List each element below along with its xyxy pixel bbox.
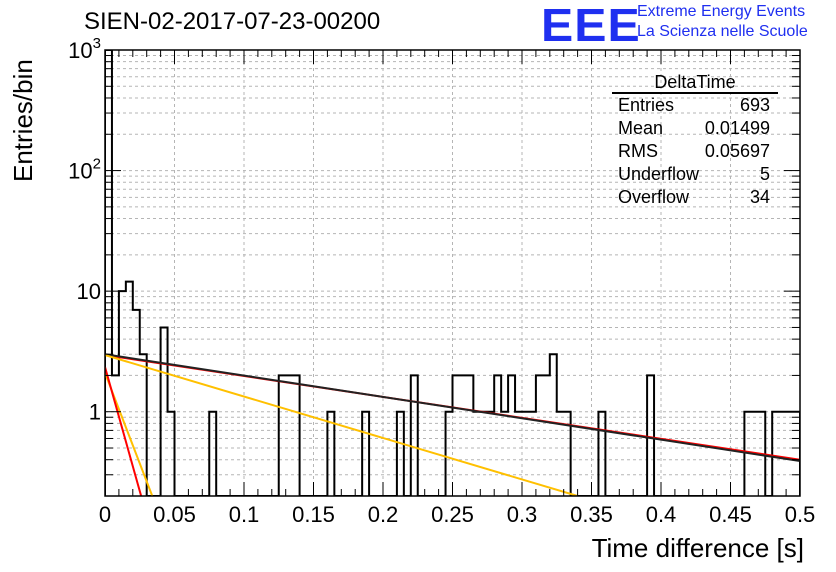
stats-row-overflow: Overflow 34 xyxy=(612,186,778,209)
stats-label: Underflow xyxy=(618,164,700,184)
x-tick-label: 0.25 xyxy=(431,502,474,527)
x-tick-label: 0 xyxy=(99,502,111,527)
plot-title: SIEN-02-2017-07-23-00200 xyxy=(84,8,381,35)
stats-value: 34 xyxy=(749,187,770,207)
y-axis-label: Entries/bin xyxy=(8,59,38,182)
stats-row-mean: Mean 0.01499 xyxy=(612,117,778,140)
stats-box: DeltaTime Entries 693 Mean 0.01499 RMS 0.05… xyxy=(612,72,778,209)
stats-value: 0.01499 xyxy=(704,118,770,138)
x-axis-label: Time difference [s] xyxy=(591,533,804,563)
x-tick-label: 0.3 xyxy=(507,502,538,527)
y-tick-label: 1 xyxy=(89,400,101,425)
logo-line-1: Extreme Energy Events xyxy=(637,3,806,20)
fit-curve xyxy=(105,366,143,496)
eee-logo: EEE xyxy=(541,0,641,51)
stats-value: 693 xyxy=(739,95,770,115)
stats-label: Mean xyxy=(618,118,664,138)
logo-line-2: La Scienza nelle Scuole xyxy=(637,23,808,40)
stats-title: DeltaTime xyxy=(612,72,778,94)
histogram-outline xyxy=(105,50,800,496)
x-tick-label: 0.4 xyxy=(646,502,677,527)
x-tick-label: 0.5 xyxy=(785,502,816,527)
fit-curve xyxy=(105,354,578,496)
x-tick-label: 0.45 xyxy=(709,502,752,527)
stats-row-entries: Entries 693 xyxy=(612,94,778,117)
x-tick-label: 0.05 xyxy=(153,502,196,527)
y-tick-label: 102 xyxy=(68,156,101,184)
x-tick-label: 0.35 xyxy=(570,502,613,527)
stats-value: 0.05697 xyxy=(704,141,770,161)
fit-curve xyxy=(105,353,800,463)
stats-row-underflow: Underflow 5 xyxy=(612,163,778,186)
x-tick-label: 0.15 xyxy=(292,502,335,527)
stats-row-rms: RMS 0.05697 xyxy=(612,140,778,163)
x-tick-label: 0.1 xyxy=(229,502,260,527)
x-tick-label: 0.2 xyxy=(368,502,399,527)
stats-label: Entries xyxy=(618,95,675,115)
stats-label: Overflow xyxy=(618,187,690,207)
y-tick-label: 103 xyxy=(68,35,101,63)
stats-label: RMS xyxy=(618,141,658,161)
stats-value: 5 xyxy=(759,164,770,184)
y-tick-label: 10 xyxy=(77,279,101,304)
